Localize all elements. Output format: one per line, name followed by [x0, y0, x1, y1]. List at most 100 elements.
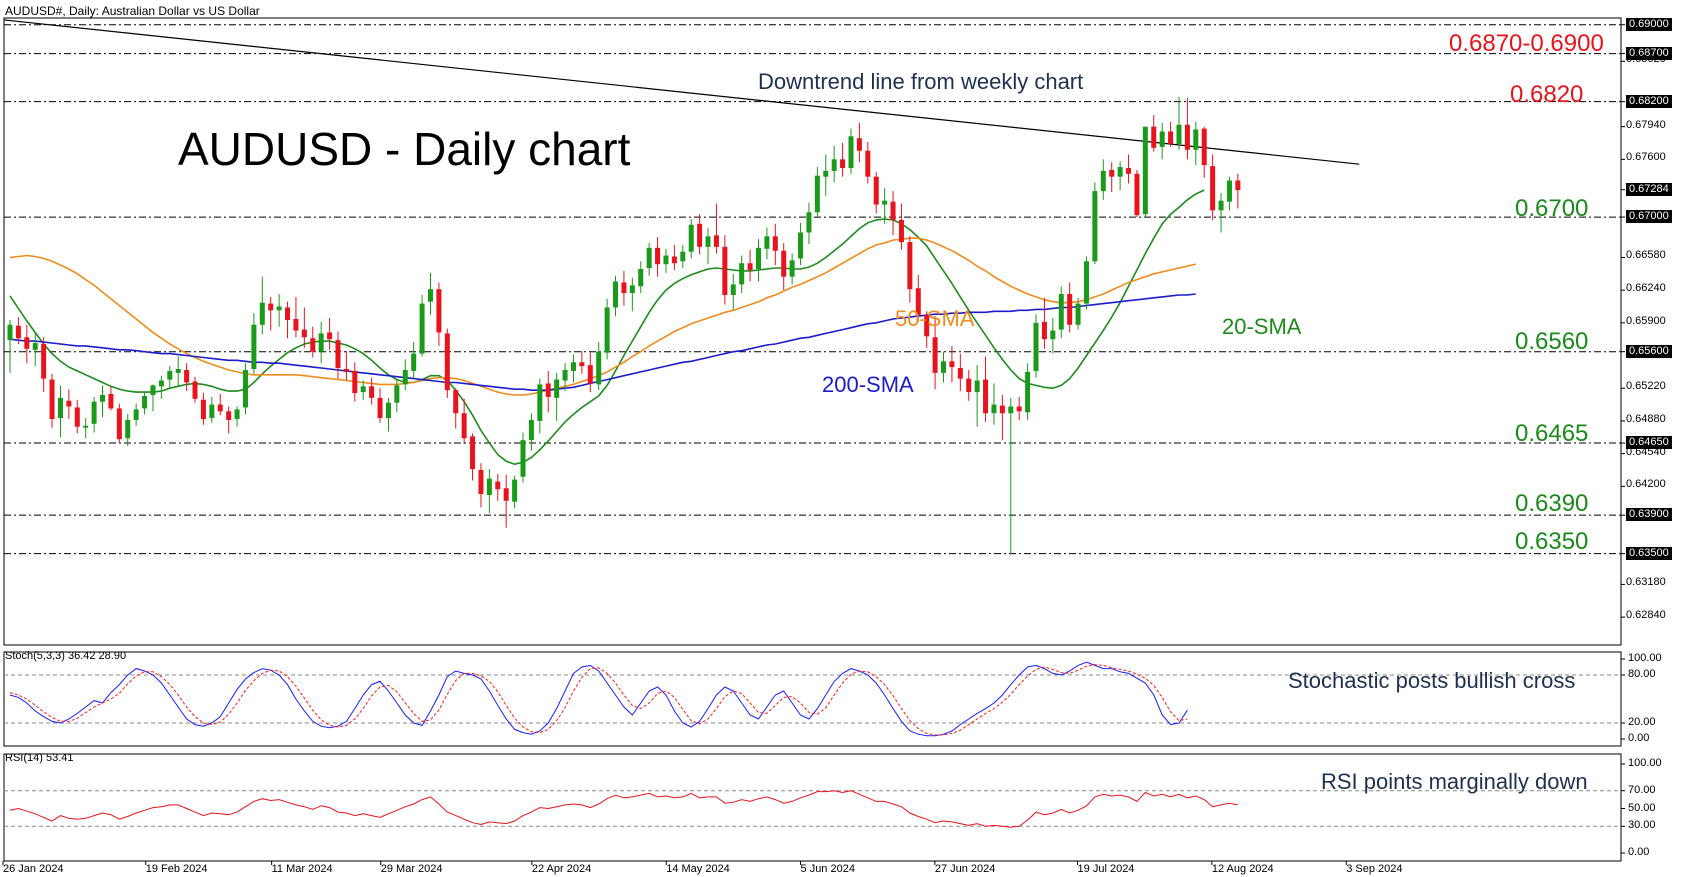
- candle: [478, 463, 484, 508]
- candle: [495, 473, 501, 501]
- date-axis-label: 19 Feb 2024: [145, 863, 208, 875]
- candle-body: [66, 400, 72, 407]
- stochastic-axis-label: 20.00: [1628, 716, 1656, 728]
- candle: [941, 351, 947, 383]
- candle-body: [41, 344, 47, 379]
- candle: [192, 376, 198, 403]
- price-axis-label: 0.68620: [1626, 53, 1666, 66]
- candle: [74, 399, 80, 434]
- candle-body: [713, 235, 719, 247]
- candle: [512, 475, 518, 509]
- candle-body: [226, 411, 232, 420]
- level-label-0870-0690: 0.6870-0.6900: [1449, 30, 1604, 57]
- price-axis-label: 0.69000: [1626, 17, 1672, 31]
- candle: [882, 188, 888, 224]
- sma200-annotation: 200-SMA: [822, 372, 914, 397]
- candle: [537, 378, 543, 434]
- price-axis-label: 0.64880: [1626, 412, 1666, 425]
- candle-body: [772, 236, 778, 251]
- candle-body: [907, 242, 913, 290]
- candle: [369, 377, 375, 405]
- candle: [848, 128, 854, 174]
- candles: [7, 96, 1241, 555]
- candle: [688, 218, 694, 259]
- date-axis-label: 29 Mar 2024: [380, 863, 443, 875]
- candle-body: [436, 289, 442, 333]
- candle-body: [1235, 180, 1241, 191]
- candle: [419, 294, 425, 357]
- candle-body: [781, 250, 787, 277]
- candle-body: [814, 175, 820, 213]
- candle: [613, 275, 619, 317]
- candle-body: [957, 368, 963, 379]
- rsi-axis-label: 30.00: [1628, 819, 1656, 832]
- candle-body: [856, 138, 862, 151]
- candle: [268, 296, 274, 331]
- candle-body: [251, 324, 257, 370]
- level-label-0639: 0.6390: [1515, 490, 1589, 517]
- candle: [1168, 121, 1174, 147]
- sma50-annotation: 50-SMA: [895, 306, 975, 331]
- candle: [486, 469, 492, 514]
- rsi-panel: [4, 790, 1621, 828]
- candle: [831, 145, 837, 183]
- candle: [646, 243, 652, 276]
- candle: [352, 362, 358, 402]
- candle-body: [343, 369, 349, 372]
- candle: [983, 356, 989, 422]
- candle: [638, 261, 644, 294]
- candle: [142, 392, 148, 415]
- candle: [823, 154, 829, 196]
- candle-body: [730, 284, 736, 295]
- candle-body: [377, 397, 383, 419]
- candle-body: [184, 369, 190, 383]
- candle: [747, 249, 753, 282]
- price-axis-label: 0.66580: [1626, 249, 1666, 262]
- horizontal-levels: [4, 24, 1621, 555]
- candle-body: [49, 379, 55, 420]
- candle-body: [932, 337, 938, 373]
- candle: [789, 253, 795, 285]
- candle: [360, 380, 366, 400]
- candle: [133, 403, 139, 426]
- candle: [175, 356, 181, 387]
- main-panel-border: [3, 17, 1622, 646]
- candle-body: [369, 386, 375, 398]
- candle: [91, 396, 97, 433]
- candle: [991, 383, 997, 425]
- candle-body: [747, 263, 753, 270]
- candle-body: [638, 268, 644, 287]
- candle: [394, 380, 400, 413]
- candle-body: [1226, 180, 1232, 202]
- price-axis-label: 0.65600: [1626, 344, 1672, 358]
- downtrend-line: [3, 19, 1360, 165]
- candle: [1092, 182, 1098, 265]
- candle: [873, 171, 879, 214]
- candle-body: [486, 478, 492, 495]
- candle: [1008, 397, 1014, 555]
- candle: [285, 301, 291, 339]
- candle: [730, 273, 736, 310]
- candle-body: [318, 333, 324, 352]
- candle: [1075, 297, 1081, 330]
- price-axis-label: 0.65900: [1626, 314, 1666, 327]
- candle-body: [520, 440, 526, 477]
- price-axis-label: 0.68700: [1626, 46, 1672, 60]
- candle-body: [1184, 124, 1190, 150]
- candle-body: [999, 405, 1005, 414]
- candle: [385, 397, 391, 432]
- candle: [83, 418, 89, 439]
- candle: [301, 307, 307, 348]
- candle: [1050, 318, 1056, 354]
- candle-body: [949, 361, 955, 368]
- candle: [461, 398, 467, 445]
- candle: [251, 313, 257, 374]
- candle: [436, 282, 442, 346]
- candle: [276, 293, 282, 327]
- candle: [621, 270, 627, 306]
- candle: [579, 350, 585, 374]
- candle-body: [596, 351, 602, 385]
- candle: [158, 375, 164, 399]
- candle-body: [301, 329, 307, 338]
- candle: [932, 316, 938, 390]
